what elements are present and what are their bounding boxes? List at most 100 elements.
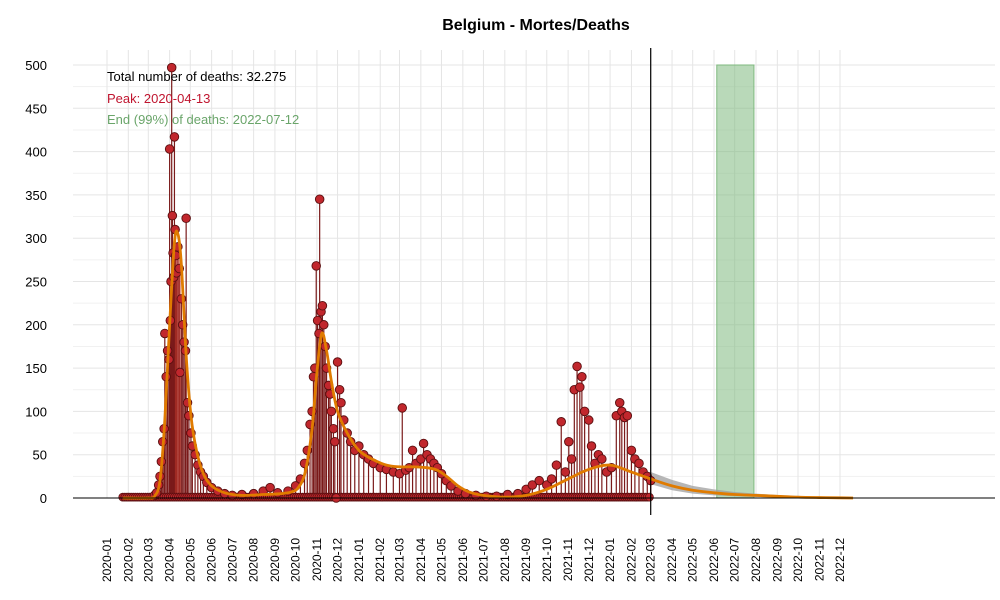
x-tick-label: 2021-12 [582,538,596,582]
data-point [418,438,429,449]
x-tick-label: 2020-06 [205,538,219,582]
data-point [551,460,562,470]
annotation-end: End (99%) of deaths: 2022-07-12 [107,112,299,127]
x-tick-label: 2022-06 [707,538,721,582]
x-tick-label: 2022-02 [624,538,638,582]
chart-title: Belgium - Mortes/Deaths [442,17,630,34]
data-point [546,474,557,484]
x-tick-label: 2020-04 [163,538,177,582]
x-tick-label: 2020-09 [268,538,282,582]
data-point [586,441,597,451]
baseline-point [644,492,654,502]
x-tick-labels: 2020-01 2020-02 2020-03 2020-04 2020-05 2020-… [100,538,847,582]
data-point [397,403,408,413]
x-tick-label: 2022-12 [833,538,847,582]
data-point [566,454,577,464]
data-point [265,482,275,493]
data-point [556,417,566,427]
data-point [527,480,538,490]
x-tick-label: 2020-12 [331,538,345,582]
data-point [317,300,328,311]
end-band [716,64,755,499]
data-point [164,144,175,154]
y-tick-label: 100 [25,404,47,419]
x-tick-label: 2021-03 [393,538,407,582]
x-tick-label: 2020-02 [121,538,135,582]
data-point [336,397,346,408]
data-point [169,132,180,142]
y-tick-label: 300 [25,231,47,246]
end-99-band [716,64,755,499]
x-tick-label: 2021-02 [373,538,387,582]
data-point [579,406,590,417]
x-tick-label: 2021-11 [561,538,575,581]
x-tick-label: 2022-08 [749,538,763,582]
annotation-total: Total number of deaths: 32.275 [107,69,286,84]
x-tick-label: 2022-10 [791,538,805,582]
y-tick-label: 0 [40,491,47,506]
data-point [167,210,178,221]
y-tick-label: 150 [25,361,47,376]
x-tick-label: 2020-01 [100,538,114,582]
y-tick-label: 50 [33,448,47,463]
data-points [118,62,656,503]
x-tick-label: 2022-05 [686,538,700,582]
x-tick-label: 2021-07 [476,538,490,582]
data-point [319,320,329,330]
data-point [626,445,637,456]
fit-line [122,229,854,500]
data-point [560,467,571,477]
grid [73,50,995,499]
x-tick-label: 2022-09 [770,538,784,582]
x-tick-label: 2021-08 [498,538,512,582]
data-point [311,261,321,271]
data-point [564,436,574,447]
x-tick-label: 2022-03 [644,538,658,582]
y-tick-label: 400 [25,145,47,160]
x-tick-label: 2020-11 [310,538,324,581]
data-point [330,436,340,447]
x-tick-label: 2022-07 [728,538,742,582]
x-tick-label: 2020-03 [141,538,155,582]
data-point [622,410,633,421]
x-tick-label: 2020-08 [247,538,261,582]
y-tick-label: 350 [25,188,47,203]
data-point [597,454,607,464]
data-point [328,423,339,434]
x-tick-label: 2021-10 [540,538,554,582]
fit-curve [122,229,854,500]
axes [73,48,995,515]
x-tick-label: 2022-01 [603,538,617,582]
data-point [314,194,325,204]
x-tick-label: 2022-04 [665,538,679,582]
data-point [407,445,418,456]
y-tick-labels: 0 50 100 150 200 250 300 350 400 450 500 [25,58,47,506]
data-point [181,213,191,224]
data-point [166,62,177,73]
data-point [175,367,185,378]
data-point [575,382,585,392]
data-point [332,357,343,367]
data-point [534,475,544,486]
x-tick-label: 2022-11 [812,538,826,581]
y-tick-label: 250 [25,275,47,290]
x-tick-label: 2020-07 [225,538,239,582]
y-tick-label: 200 [25,318,47,333]
data-point [334,385,345,395]
data-point [572,361,582,372]
data-point [577,372,587,382]
data-point [584,415,594,425]
data-point [634,458,644,469]
x-tick-label: 2021-04 [414,538,428,582]
y-tick-label: 450 [25,101,47,116]
x-tick-label: 2021-06 [456,538,470,582]
x-tick-label: 2021-05 [434,538,448,582]
data-point [326,406,337,417]
x-tick-label: 2020-10 [289,538,303,582]
y-tick-label: 500 [25,58,47,73]
x-tick-label: 2021-09 [519,538,533,582]
data-point [614,397,625,408]
x-tick-label: 2021-01 [352,538,366,582]
x-tick-label: 2020-05 [183,538,197,582]
